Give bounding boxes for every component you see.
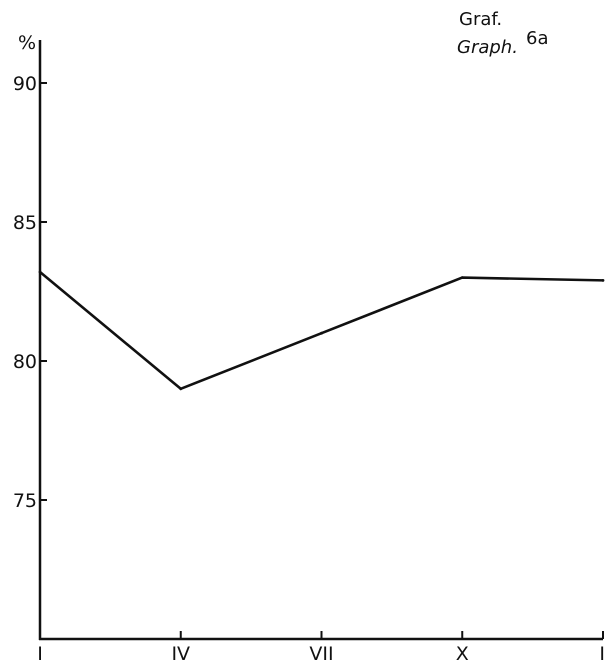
y-unit-label: %: [18, 32, 36, 54]
y-ticks-group: 90 85 80 75: [13, 73, 47, 512]
chart-title-line2: Graph.: [457, 37, 518, 58]
y-tick-label: 85: [13, 212, 37, 234]
series-line: [39, 271, 604, 391]
x-tick-label: I: [599, 643, 605, 664]
data-point: [320, 331, 323, 335]
data-point: [460, 276, 464, 279]
x-ticks-group: I IV VII X I: [37, 631, 605, 664]
x-tick-label: X: [456, 643, 469, 664]
y-tick-label: 90: [13, 73, 37, 95]
chart-title-number: 6a: [526, 28, 548, 49]
chart-title-line1: Graf.: [459, 9, 502, 30]
series-group: [38, 270, 605, 391]
data-point: [179, 387, 183, 391]
x-tick-label: IV: [171, 643, 190, 664]
x-tick-label: VII: [309, 643, 333, 664]
data-point: [38, 270, 42, 274]
y-tick-label: 80: [13, 351, 37, 373]
y-tick-label: 75: [13, 490, 37, 512]
data-point: [601, 278, 605, 282]
x-tick-label: I: [37, 643, 43, 664]
